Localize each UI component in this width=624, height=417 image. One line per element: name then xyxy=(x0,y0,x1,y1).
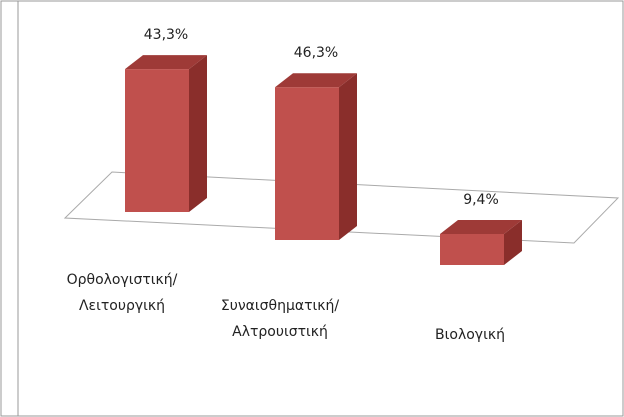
bar-top xyxy=(125,55,207,70)
bar-top xyxy=(275,73,357,88)
x-tick-label: Συναισθηματική/Αλτρουιστική xyxy=(221,298,339,340)
x-tick-label: Βιολογική xyxy=(435,327,505,343)
bar-side xyxy=(339,73,357,241)
floor xyxy=(63,171,620,244)
bar-top xyxy=(440,219,522,234)
x-tick-label: Ορθολογιστική/Λειτουργική xyxy=(67,272,178,314)
bar-side xyxy=(504,219,522,265)
bar xyxy=(125,69,189,212)
bar xyxy=(275,87,339,241)
bar-side xyxy=(189,55,207,212)
data-label: 9,4% xyxy=(463,192,499,208)
bar xyxy=(440,233,504,265)
data-label: 46,3% xyxy=(294,45,338,61)
data-label: 43,3% xyxy=(144,27,188,43)
